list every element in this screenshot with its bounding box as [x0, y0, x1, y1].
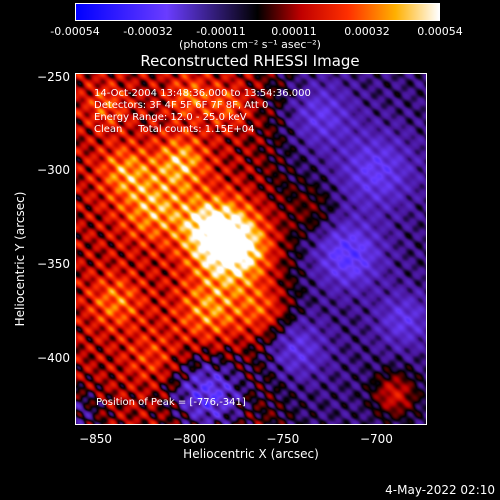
x-tick-label: −750 — [266, 432, 300, 446]
chart-title: Reconstructed RHESSI Image — [140, 52, 360, 70]
x-tick-label: −850 — [79, 432, 113, 446]
heatmap-image — [76, 74, 426, 424]
info-detectors: Detectors: 3F 4F 5F 6F 7F 8F, Att 0 — [94, 100, 269, 111]
y-tick-label: −300 — [37, 163, 70, 178]
info-counts: Clean Total counts: 1.15E+04 — [94, 124, 255, 135]
x-tick-label: −700 — [359, 432, 393, 446]
colorbar-tick-label: 0.00054 — [417, 25, 463, 38]
timestamp: 4-May-2022 02:10 — [385, 483, 495, 497]
colorbar-tick-label: -0.00054 — [50, 25, 100, 38]
y-tick-label: −350 — [37, 256, 70, 271]
peak-position-label: Position of Peak = [-776,-341] — [96, 397, 246, 408]
colorbar-tick-label: 0.00032 — [344, 25, 390, 38]
x-tick-label: −800 — [172, 432, 206, 446]
info-energy: Energy Range: 12.0 - 25.0 keV — [94, 112, 247, 123]
colorbar-units: (photons cm⁻² s⁻¹ asec⁻²) — [179, 38, 321, 51]
y-axis-label: Heliocentric Y (arcsec) — [13, 191, 27, 327]
y-tick-label: −250 — [37, 69, 70, 84]
colorbar — [75, 3, 440, 21]
y-tick-label: −400 — [37, 350, 70, 365]
plot-area: 14-Oct-2004 13:48:36.000 to 13:54:36.000… — [75, 73, 427, 425]
x-axis-label: Heliocentric X (arcsec) — [183, 447, 319, 461]
info-time: 14-Oct-2004 13:48:36.000 to 13:54:36.000 — [94, 88, 311, 99]
colorbar-tick-label: 0.00011 — [271, 25, 317, 38]
colorbar-tick-label: -0.00032 — [123, 25, 173, 38]
colorbar-tick-label: -0.00011 — [196, 25, 246, 38]
